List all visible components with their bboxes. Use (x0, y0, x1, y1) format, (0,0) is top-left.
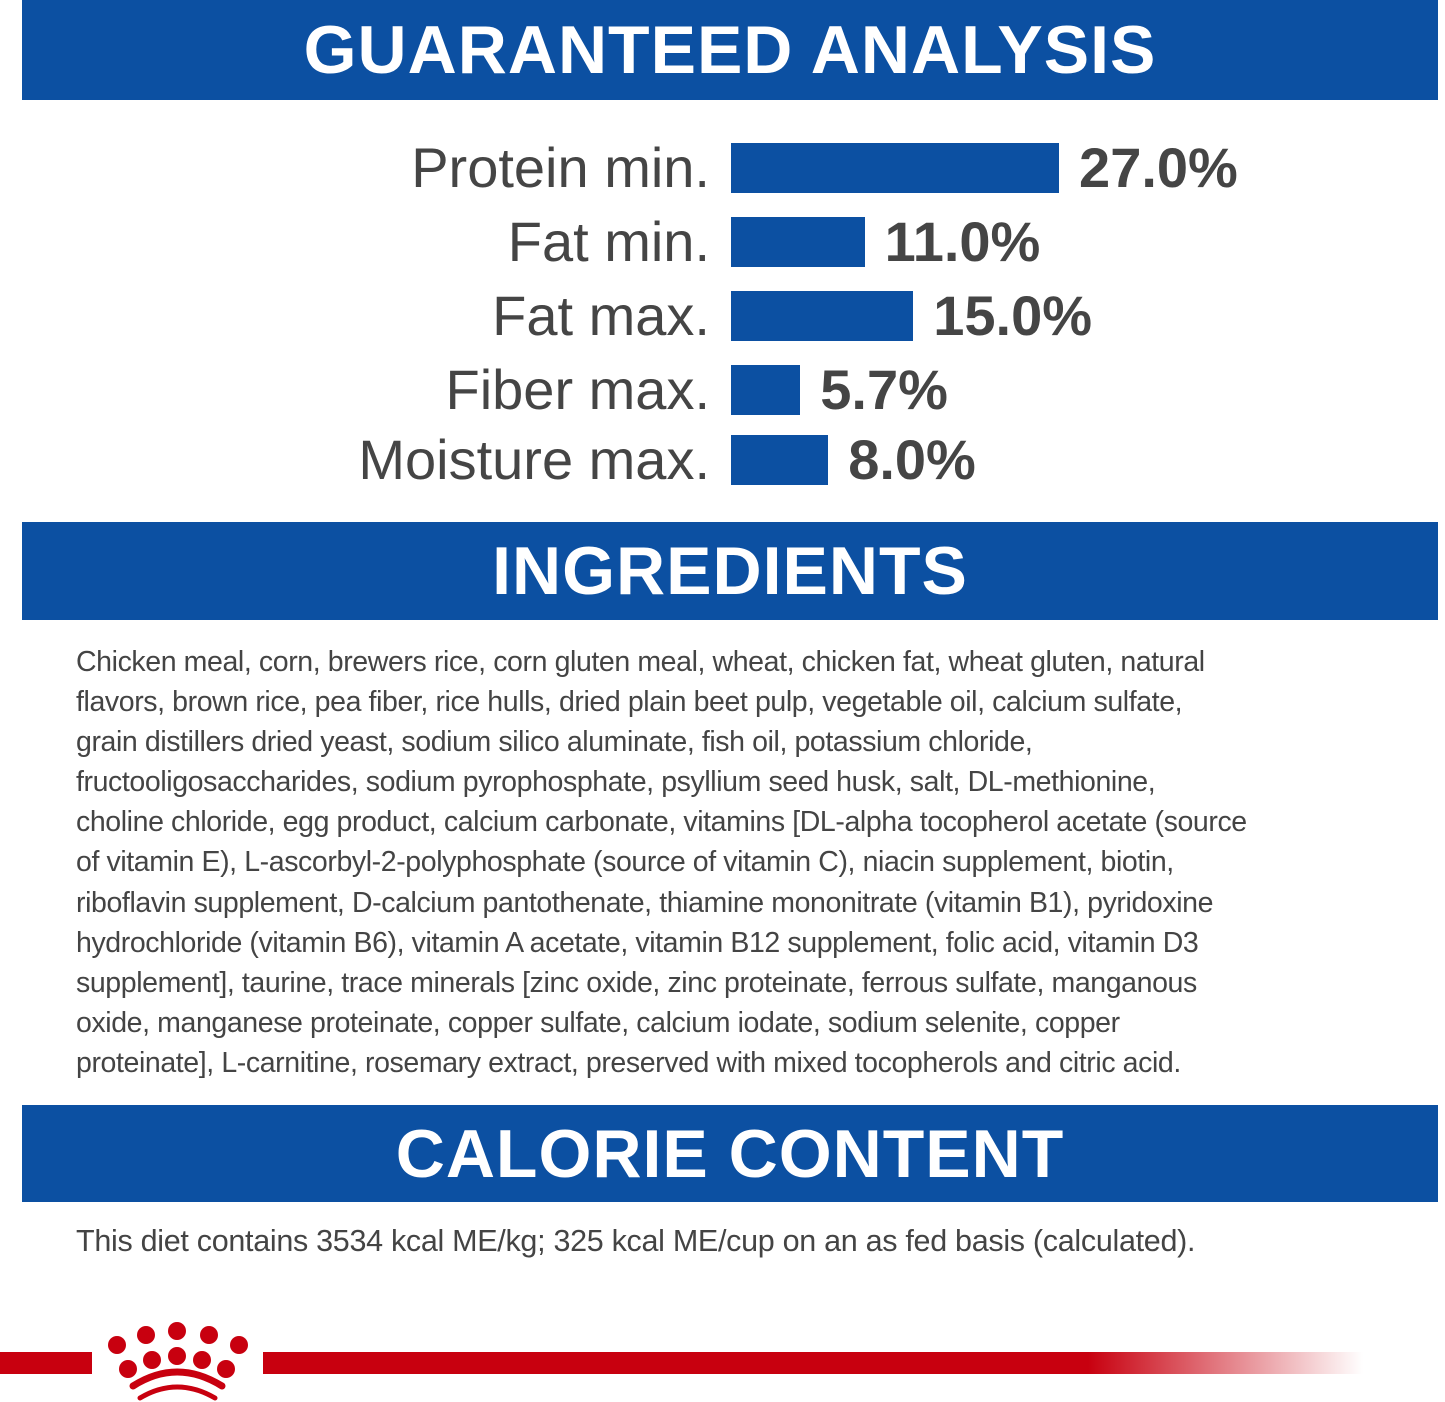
ingredients-line: supplement], taurine, trace minerals [zi… (76, 966, 1197, 999)
analysis-bar (731, 365, 801, 415)
red-divider-right (263, 1352, 1363, 1374)
guaranteed-analysis-header: GUARANTEED ANALYSIS (22, 0, 1438, 100)
analysis-row: Fiber max. 5.7% (0, 358, 1445, 421)
ingredients-header: INGREDIENTS (22, 522, 1438, 620)
ingredients-line: oxide, manganese proteinate, copper sulf… (76, 1006, 1120, 1039)
ingredients-line: grain distillers dried yeast, sodium sil… (76, 726, 1033, 759)
calorie-content-header: CALORIE CONTENT (22, 1105, 1438, 1202)
ingredients-line: riboflavin supplement, D-calcium pantoth… (76, 886, 1214, 919)
ingredients-line: choline chloride, egg product, calcium c… (76, 806, 1247, 839)
analysis-row: Protein min. 27.0% (0, 136, 1445, 199)
analysis-label: Fiber max. (445, 358, 711, 421)
analysis-bar (731, 143, 1060, 193)
analysis-label: Fat min. (507, 210, 710, 273)
ingredients-line: proteinate], L-carnitine, rosemary extra… (76, 1046, 1181, 1079)
ingredients-line: hydrochloride (vitamin B6), vitamin A ac… (76, 926, 1199, 959)
analysis-row: Fat max. 15.0% (0, 284, 1445, 347)
analysis-row: Fat min. 11.0% (0, 210, 1445, 273)
analysis-bar (731, 291, 914, 341)
red-divider-left (0, 1352, 92, 1374)
ingredients-line: Chicken meal, corn, brewers rice, corn g… (76, 646, 1205, 678)
analysis-label: Protein min. (411, 136, 710, 199)
analysis-value: 27.0% (1079, 136, 1238, 199)
calorie-text: This diet contains 3534 kcal ME/kg; 325 … (76, 1224, 1196, 1258)
ingredients-line: of vitamin E), L-ascorbyl-2-polyphosphat… (76, 846, 1174, 879)
analysis-row: Moisture max. 8.0% (0, 428, 1445, 491)
analysis-label: Fat max. (492, 284, 710, 347)
analysis-value: 5.7% (820, 358, 948, 421)
analysis-value: 8.0% (848, 428, 976, 491)
ingredients-line: flavors, brown rice, pea fiber, rice hul… (76, 686, 1183, 719)
analysis-value: 15.0% (933, 284, 1093, 347)
analysis-label: Moisture max. (358, 428, 710, 491)
ingredients-text: Chicken meal, corn, brewers rice, corn g… (76, 642, 1247, 1083)
analysis-value: 11.0% (884, 210, 1041, 273)
analysis-bar (731, 217, 865, 267)
analysis-bar (731, 435, 829, 485)
royal-canin-crown-icon (108, 1322, 248, 1401)
ingredients-line: fructooligosaccharides, sodium pyrophosp… (76, 766, 1156, 799)
